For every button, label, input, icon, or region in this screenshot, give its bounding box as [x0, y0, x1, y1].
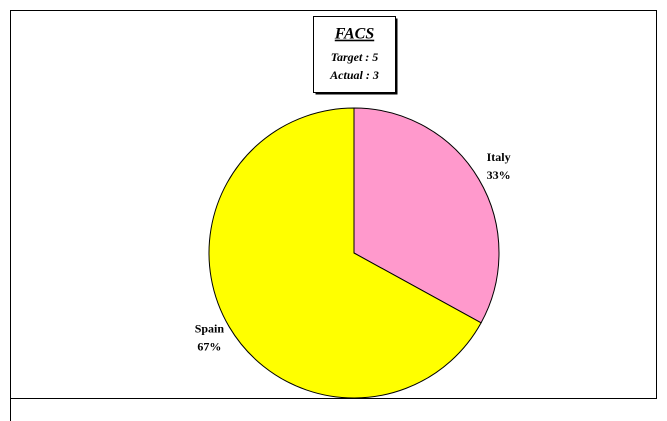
- value-label: 67%: [197, 339, 221, 353]
- slice-label: Italy: [487, 150, 511, 164]
- annotation: Target : 5: [331, 50, 379, 64]
- slice-label: Spain: [195, 321, 225, 335]
- value-label: 33%: [487, 168, 511, 182]
- pie-slice: [208, 107, 482, 399]
- chart-title: FACS: [334, 26, 375, 43]
- annotation: Actual : 3: [329, 68, 379, 82]
- title-box: [313, 16, 396, 93]
- pie-slice: [353, 107, 500, 324]
- chart-border: [10, 10, 657, 399]
